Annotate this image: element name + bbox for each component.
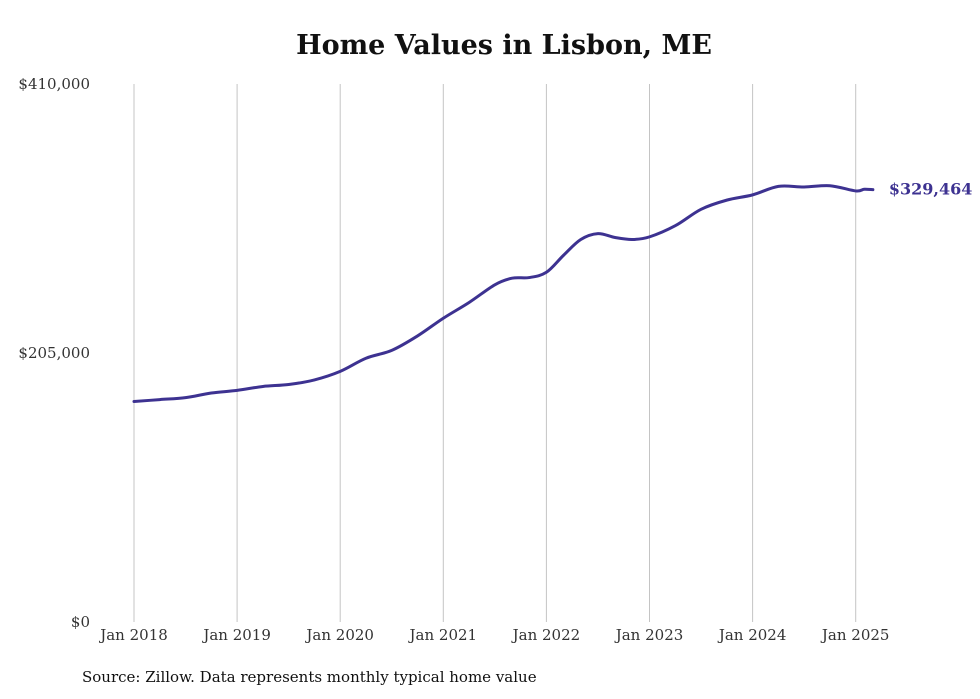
x-tick-label: Jan 2020 (304, 626, 374, 644)
x-tick-label: Jan 2022 (511, 626, 581, 644)
x-tick-label: Jan 2019 (201, 626, 271, 644)
y-tick-label: $205,000 (18, 344, 90, 362)
x-tick-label: Jan 2024 (717, 626, 787, 644)
gridlines (133, 84, 857, 622)
x-tick-label: Jan 2018 (98, 626, 168, 644)
x-tick-label: Jan 2021 (408, 626, 478, 644)
chart-title: Home Values in Lisbon, ME (296, 30, 712, 61)
source-note: Source: Zillow. Data represents monthly … (82, 668, 537, 686)
series-line (132, 184, 875, 404)
x-axis-tick-labels: Jan 2018 Jan 2019 Jan 2020 Jan 2021 Jan 2022… (98, 626, 889, 644)
x-tick-label: Jan 2025 (820, 626, 890, 644)
series-line-layer (132, 184, 875, 404)
end-value-label: $329,464 (889, 180, 973, 199)
y-tick-label: $410,000 (18, 75, 90, 93)
x-tick-label: Jan 2023 (614, 626, 684, 644)
end-value-label-layer: $329,464 (889, 180, 973, 199)
y-axis-tick-labels: $0 $205,000 $410,000 (18, 75, 90, 631)
y-tick-label: $0 (71, 613, 90, 631)
